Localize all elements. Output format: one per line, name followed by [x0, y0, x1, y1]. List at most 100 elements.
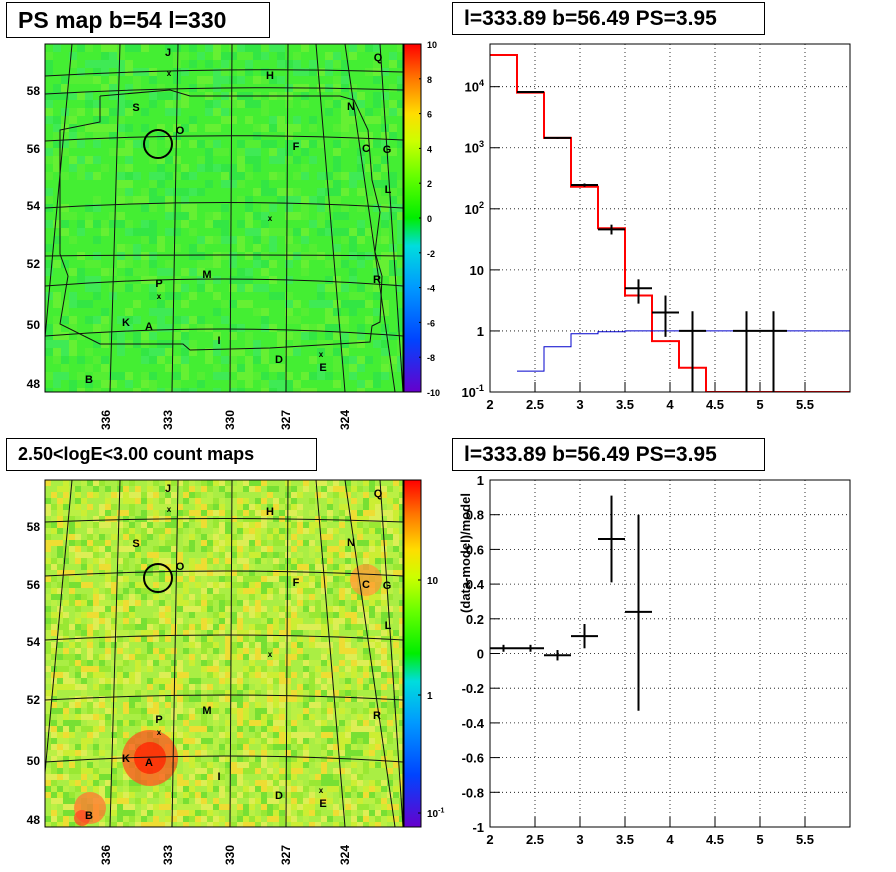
map-pixel	[189, 810, 195, 816]
map-pixel	[285, 372, 293, 380]
map-pixel	[53, 84, 61, 92]
map-pixel	[81, 744, 87, 750]
map-pixel	[219, 510, 225, 516]
count-colorbar-gradient	[403, 479, 422, 828]
map-pixel	[63, 582, 69, 588]
map-pixel	[291, 822, 297, 827]
map-pixel	[399, 600, 403, 606]
map-pixel	[293, 340, 301, 348]
map-pixel	[189, 348, 197, 356]
map-pixel	[153, 510, 159, 516]
map-pixel	[75, 504, 81, 510]
map-pixel	[351, 690, 357, 696]
map-pixel	[213, 690, 219, 696]
map-pixel	[157, 156, 165, 164]
map-pixel	[99, 618, 105, 624]
map-pixel	[357, 388, 365, 392]
map-pixel	[255, 816, 261, 822]
map-pixel	[363, 534, 369, 540]
map-pixel	[245, 172, 253, 180]
map-pixel	[171, 564, 177, 570]
map-pixel	[267, 774, 273, 780]
ps-map-source-label-s: S	[132, 102, 139, 114]
map-pixel	[231, 486, 237, 492]
ps-colorbar-tick-label: 6	[427, 110, 432, 120]
map-pixel	[45, 714, 51, 720]
map-pixel	[267, 744, 273, 750]
map-pixel	[87, 672, 93, 678]
map-pixel	[153, 636, 159, 642]
map-pixel	[45, 108, 53, 116]
map-pixel	[189, 624, 195, 630]
map-pixel	[75, 498, 81, 504]
map-pixel	[105, 714, 111, 720]
map-pixel	[183, 804, 189, 810]
map-pixel	[147, 708, 153, 714]
map-pixel	[245, 332, 253, 340]
map-pixel	[117, 372, 125, 380]
map-pixel	[201, 792, 207, 798]
map-pixel	[267, 504, 273, 510]
map-pixel	[387, 540, 393, 546]
map-pixel	[117, 798, 123, 804]
map-pixel	[369, 654, 375, 660]
map-pixel	[189, 738, 195, 744]
map-pixel	[141, 594, 147, 600]
map-pixel	[177, 612, 183, 618]
map-pixel	[213, 582, 219, 588]
map-pixel	[285, 654, 291, 660]
map-pixel	[57, 558, 63, 564]
map-pixel	[351, 804, 357, 810]
map-pixel	[93, 516, 99, 522]
map-pixel	[197, 324, 205, 332]
map-pixel	[273, 486, 279, 492]
map-pixel	[237, 672, 243, 678]
map-pixel	[93, 768, 99, 774]
map-pixel	[237, 624, 243, 630]
map-pixel	[213, 372, 221, 380]
map-pixel	[301, 172, 309, 180]
residual-y-tick-label: 0.8	[466, 508, 484, 523]
map-pixel	[277, 388, 285, 392]
map-pixel	[261, 792, 267, 798]
map-pixel	[101, 380, 109, 388]
map-pixel	[85, 92, 93, 100]
map-pixel	[333, 624, 339, 630]
map-pixel	[189, 816, 195, 822]
map-pixel	[363, 816, 369, 822]
map-pixel	[201, 570, 207, 576]
map-pixel	[339, 702, 345, 708]
map-pixel	[221, 76, 229, 84]
map-pixel	[303, 486, 309, 492]
map-pixel	[309, 684, 315, 690]
map-pixel	[219, 612, 225, 618]
map-pixel	[125, 124, 133, 132]
map-pixel	[373, 204, 381, 212]
map-pixel	[135, 546, 141, 552]
map-pixel	[77, 44, 85, 52]
map-pixel	[279, 570, 285, 576]
map-pixel	[201, 762, 207, 768]
map-pixel	[85, 300, 93, 308]
map-pixel	[159, 798, 165, 804]
map-pixel	[341, 116, 349, 124]
map-pixel	[105, 636, 111, 642]
map-pixel	[75, 756, 81, 762]
map-pixel	[279, 768, 285, 774]
count-map-lon-label: 333	[161, 845, 175, 865]
map-pixel	[351, 750, 357, 756]
map-pixel	[279, 672, 285, 678]
map-pixel	[171, 786, 177, 792]
map-pixel	[177, 504, 183, 510]
map-pixel	[349, 332, 357, 340]
map-pixel	[253, 340, 261, 348]
map-pixel	[301, 324, 309, 332]
map-pixel	[341, 140, 349, 148]
map-pixel	[93, 654, 99, 660]
map-pixel	[117, 252, 125, 260]
map-pixel	[171, 570, 177, 576]
map-pixel	[345, 726, 351, 732]
map-pixel	[339, 750, 345, 756]
map-pixel	[261, 762, 267, 768]
map-pixel	[201, 588, 207, 594]
